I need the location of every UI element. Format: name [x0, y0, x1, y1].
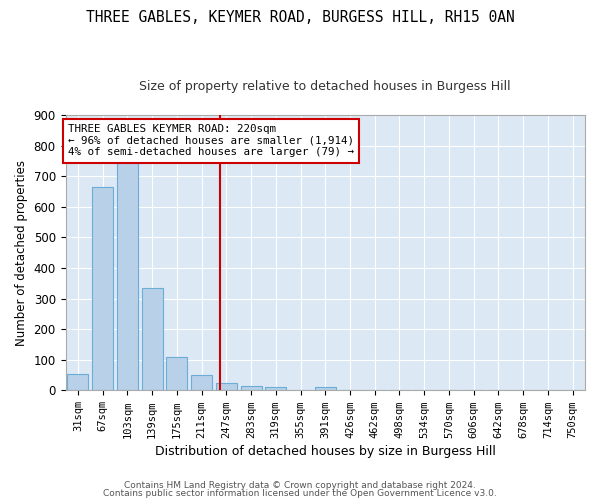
Bar — [216, 382, 237, 390]
X-axis label: Distribution of detached houses by size in Burgess Hill: Distribution of detached houses by size … — [155, 444, 496, 458]
Bar — [241, 386, 262, 390]
Bar — [166, 356, 187, 390]
Bar — [117, 161, 138, 390]
Title: Size of property relative to detached houses in Burgess Hill: Size of property relative to detached ho… — [139, 80, 511, 93]
Y-axis label: Number of detached properties: Number of detached properties — [15, 160, 28, 346]
Bar — [315, 388, 336, 390]
Bar — [67, 374, 88, 390]
Text: Contains public sector information licensed under the Open Government Licence v3: Contains public sector information licen… — [103, 488, 497, 498]
Bar — [265, 388, 286, 390]
Bar — [92, 187, 113, 390]
Bar — [142, 288, 163, 390]
Bar — [191, 375, 212, 390]
Text: THREE GABLES, KEYMER ROAD, BURGESS HILL, RH15 0AN: THREE GABLES, KEYMER ROAD, BURGESS HILL,… — [86, 10, 514, 25]
Text: THREE GABLES KEYMER ROAD: 220sqm
← 96% of detached houses are smaller (1,914)
4%: THREE GABLES KEYMER ROAD: 220sqm ← 96% o… — [68, 124, 354, 158]
Text: Contains HM Land Registry data © Crown copyright and database right 2024.: Contains HM Land Registry data © Crown c… — [124, 481, 476, 490]
